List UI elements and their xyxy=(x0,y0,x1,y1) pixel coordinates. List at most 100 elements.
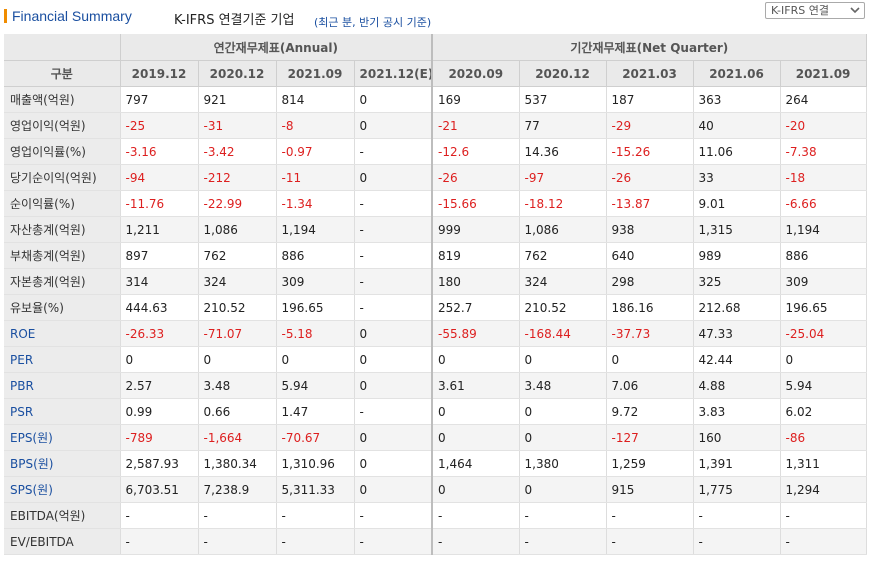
table-row: 자산총계(억원) 1,211 1,086 1,194-999 1,086 938 1,315… xyxy=(4,216,867,243)
quarter-period-header: 2021.09 xyxy=(780,60,867,87)
table-row: 유보율(%) 444.63 210.52 196.65-252.7 210.52 186.… xyxy=(4,294,867,321)
row-label: 영업이익(억원) xyxy=(4,112,121,139)
quarter-value-cell: 938 xyxy=(606,216,694,243)
quarter-value-cell: -13.87 xyxy=(606,190,694,217)
annual-value-cell: - xyxy=(198,502,277,529)
annual-value-cell: - xyxy=(354,502,434,529)
annual-value-cell: 210.52 xyxy=(198,294,277,321)
quarter-value-cell: 0 xyxy=(519,424,607,451)
annual-value-cell: -31 xyxy=(198,112,277,139)
quarter-group-header: 기간재무제표(Net Quarter) xyxy=(432,34,867,61)
quarter-value-cell: 1,391 xyxy=(693,450,781,477)
quarter-value-cell: -26 xyxy=(432,164,520,191)
table-row: PBR 2.57 3.48 5.94 0 3.61 3.48 7.06 4.88 5.94 xyxy=(4,372,867,399)
annual-value-cell: 0 xyxy=(354,86,434,113)
annual-value-cell: 0.66 xyxy=(198,398,277,425)
chevron-down-icon xyxy=(850,7,860,14)
quarter-value-cell: -18 xyxy=(780,164,867,191)
annual-value-cell: -70.67 xyxy=(276,424,355,451)
section-title: Financial Summary xyxy=(12,8,132,24)
quarter-value-cell: 325 xyxy=(693,268,781,295)
quarter-value-cell: -25.04 xyxy=(780,320,867,347)
annual-period-header: 2019.12 xyxy=(120,60,199,87)
quarter-value-cell: 1,464 xyxy=(432,450,520,477)
quarter-value-cell: 915 xyxy=(606,476,694,503)
annual-value-cell: 1.47 xyxy=(276,398,355,425)
annual-value-cell: - xyxy=(354,190,434,217)
quarter-value-cell: 1,294 xyxy=(780,476,867,503)
quarter-value-cell: 1,086 xyxy=(519,216,607,243)
annual-value-cell: -789 xyxy=(120,424,199,451)
quarter-value-cell: - xyxy=(606,502,694,529)
quarter-value-cell: 1,315 xyxy=(693,216,781,243)
quarter-value-cell: 187 xyxy=(606,86,694,113)
row-label: EV/EBITDA xyxy=(4,528,121,555)
annual-period-header: 2021.12(E) xyxy=(354,60,434,87)
quarter-value-cell: 324 xyxy=(519,268,607,295)
quarter-value-cell: 196.65 xyxy=(780,294,867,321)
annual-value-cell: 0 xyxy=(198,346,277,373)
row-label[interactable]: BPS(원) xyxy=(4,450,121,477)
accounting-standard-select[interactable]: K-IFRS 연결 xyxy=(765,2,865,19)
row-label[interactable]: ROE xyxy=(4,320,121,347)
annual-value-cell: -3.16 xyxy=(120,138,199,165)
quarter-value-cell: -18.12 xyxy=(519,190,607,217)
annual-value-cell: 7,238.9 xyxy=(198,476,277,503)
annual-value-cell: -1.34 xyxy=(276,190,355,217)
quarter-value-cell: -97 xyxy=(519,164,607,191)
quarter-value-cell: -6.66 xyxy=(780,190,867,217)
quarter-value-cell: - xyxy=(693,502,781,529)
quarter-value-cell: - xyxy=(432,502,520,529)
annual-value-cell: - xyxy=(120,502,199,529)
quarter-period-header: 2020.09 xyxy=(432,60,520,87)
annual-value-cell: 5,311.33 xyxy=(276,476,355,503)
row-label[interactable]: PSR xyxy=(4,398,121,425)
quarter-value-cell: 3.61 xyxy=(432,372,520,399)
row-label: 순이익률(%) xyxy=(4,190,121,217)
row-label: 당기순이익(억원) xyxy=(4,164,121,191)
quarter-value-cell: 40 xyxy=(693,112,781,139)
quarter-value-cell: 11.06 xyxy=(693,138,781,165)
row-label[interactable]: PER xyxy=(4,346,121,373)
annual-value-cell: 0 xyxy=(354,164,434,191)
disclosure-note: (최근 분, 반기 공시 기준) xyxy=(314,16,432,29)
quarter-value-cell: 1,380 xyxy=(519,450,607,477)
header: Financial Summary K-IFRS 연결기준 기업 (최근 분, … xyxy=(0,0,872,34)
annual-value-cell: -25 xyxy=(120,112,199,139)
quarter-value-cell: -26 xyxy=(606,164,694,191)
quarter-value-cell: 7.06 xyxy=(606,372,694,399)
quarter-period-header: 2021.06 xyxy=(693,60,781,87)
annual-value-cell: 314 xyxy=(120,268,199,295)
quarter-value-cell: -7.38 xyxy=(780,138,867,165)
quarter-value-cell: 169 xyxy=(432,86,520,113)
annual-value-cell: 1,380.34 xyxy=(198,450,277,477)
select-value: K-IFRS 연결 xyxy=(771,4,829,17)
row-label[interactable]: EPS(원) xyxy=(4,424,121,451)
table-row: 부채총계(억원) 897 762 886-819 762 640 989 886 xyxy=(4,242,867,269)
quarter-value-cell: 886 xyxy=(780,242,867,269)
annual-value-cell: 897 xyxy=(120,242,199,269)
quarter-value-cell: 999 xyxy=(432,216,520,243)
title-accent-bar xyxy=(4,9,7,23)
annual-value-cell: 0 xyxy=(354,320,434,347)
annual-value-cell: - xyxy=(276,502,355,529)
annual-value-cell: -1,664 xyxy=(198,424,277,451)
annual-value-cell: 0 xyxy=(354,424,434,451)
annual-value-cell: -8 xyxy=(276,112,355,139)
annual-value-cell: -11 xyxy=(276,164,355,191)
annual-value-cell: 814 xyxy=(276,86,355,113)
quarter-value-cell: 640 xyxy=(606,242,694,269)
annual-value-cell: 444.63 xyxy=(120,294,199,321)
quarter-value-cell: 363 xyxy=(693,86,781,113)
table-row: BPS(원) 2,587.93 1,380.34 1,310.96 0 1,464 1,38… xyxy=(4,450,867,477)
annual-value-cell: 921 xyxy=(198,86,277,113)
annual-value-cell: 2.57 xyxy=(120,372,199,399)
annual-value-cell: - xyxy=(354,294,434,321)
row-label: EBITDA(억원) xyxy=(4,502,121,529)
row-label[interactable]: SPS(원) xyxy=(4,476,121,503)
row-label[interactable]: PBR xyxy=(4,372,121,399)
annual-value-cell: - xyxy=(354,398,434,425)
quarter-value-cell: -29 xyxy=(606,112,694,139)
quarter-value-cell: 180 xyxy=(432,268,520,295)
annual-value-cell: -3.42 xyxy=(198,138,277,165)
